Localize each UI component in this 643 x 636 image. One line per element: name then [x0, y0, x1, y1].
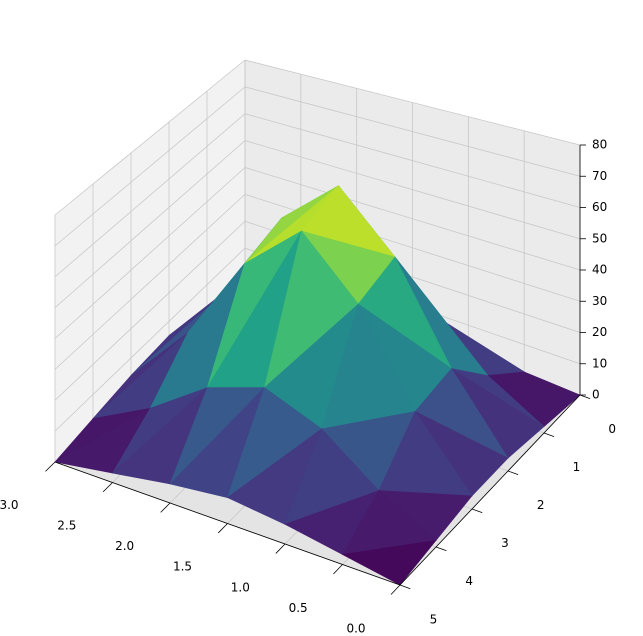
tick-mark	[435, 546, 447, 552]
x-tick-label: 3.0	[0, 498, 19, 512]
z-tick-label: 30	[592, 294, 607, 308]
axis-line	[399, 394, 581, 586]
tick-mark	[45, 461, 56, 472]
grid-line	[244, 59, 581, 146]
x-tick-label: 0.5	[289, 601, 308, 615]
y-tick-label: 5	[430, 612, 438, 626]
grid-line	[244, 167, 581, 271]
y-tick-label: 4	[465, 574, 473, 588]
tick-mark	[507, 470, 519, 476]
grid-line	[54, 113, 246, 278]
z-tick-label: 70	[592, 169, 607, 183]
tick-mark	[399, 584, 411, 590]
grid-line	[54, 220, 246, 401]
grid-line	[54, 86, 246, 247]
x-tick-label: 1.5	[173, 560, 192, 574]
grid-line	[54, 140, 246, 308]
tick-mark	[471, 508, 483, 514]
z-tick-label: 10	[592, 356, 607, 370]
surface	[54, 185, 581, 586]
tick-mark	[390, 584, 401, 595]
grid-line	[54, 194, 246, 370]
x-tick-label: 2.0	[115, 539, 134, 553]
tick-mark	[275, 543, 286, 554]
y-tick-label: 3	[501, 536, 509, 550]
pane-left	[55, 60, 245, 462]
grid-line	[244, 113, 581, 208]
z-tick-label: 60	[592, 200, 607, 214]
tick-mark	[579, 394, 591, 399]
grid-line	[244, 86, 581, 177]
y-tick-label: 1	[573, 460, 581, 474]
tick-mark	[217, 523, 228, 534]
z-tick-label: 50	[592, 231, 607, 245]
surface-face	[341, 539, 437, 586]
y-tick-label: 0	[608, 422, 616, 436]
tick-mark	[102, 482, 113, 493]
z-tick-label: 0	[592, 388, 600, 402]
grid-line	[54, 167, 246, 339]
x-tick-label: 0.0	[346, 622, 365, 636]
tick-mark	[160, 502, 171, 513]
x-tick-label: 2.5	[57, 519, 76, 533]
z-tick-label: 20	[592, 325, 607, 339]
y-tick-label: 2	[537, 498, 545, 512]
axes: 0.00.51.01.52.02.53.00123450102030405060…	[0, 138, 616, 636]
tick-mark	[333, 564, 343, 575]
x-tick-label: 1.0	[231, 580, 250, 594]
grid-line	[54, 59, 246, 216]
grid-line	[54, 247, 246, 432]
z-tick-label: 80	[592, 138, 607, 152]
tick-mark	[543, 432, 555, 437]
z-tick-label: 40	[592, 263, 607, 277]
grid-line	[244, 140, 581, 240]
